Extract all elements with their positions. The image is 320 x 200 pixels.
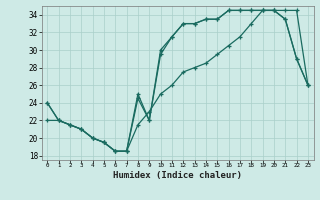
- X-axis label: Humidex (Indice chaleur): Humidex (Indice chaleur): [113, 171, 242, 180]
